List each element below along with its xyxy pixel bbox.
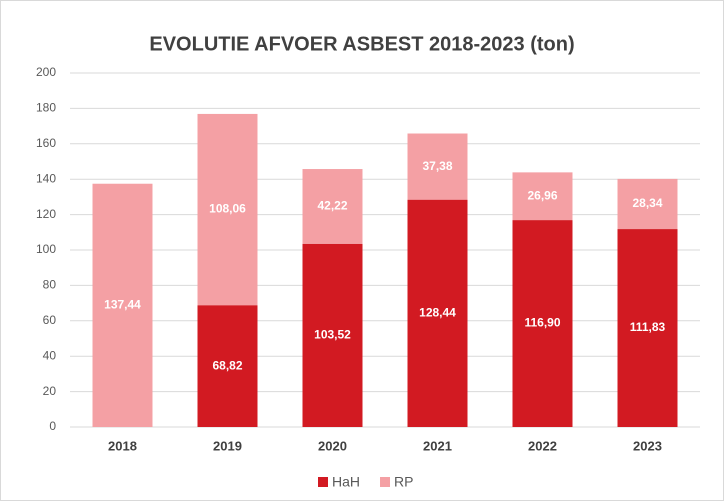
- data-label: 42,22: [317, 199, 347, 213]
- x-tick-label: 2023: [633, 438, 662, 453]
- legend-label: RP: [394, 474, 413, 490]
- data-label: 68,82: [212, 358, 242, 372]
- data-label: 128,44: [419, 306, 456, 320]
- data-label: 111,83: [630, 320, 666, 334]
- data-label: 137,44: [104, 298, 141, 312]
- x-tick-label: 2022: [528, 438, 557, 453]
- y-tick-label: 20: [43, 384, 57, 398]
- bar-segment: [512, 220, 573, 427]
- legend-label: HaH: [332, 474, 360, 490]
- data-label: 28,34: [632, 196, 662, 210]
- legend-swatch: [380, 477, 391, 487]
- data-label: 26,96: [527, 188, 557, 202]
- y-tick-label: 120: [36, 207, 56, 221]
- y-tick-label: 80: [43, 278, 57, 292]
- bar-segment: [302, 169, 363, 244]
- data-label: 108,06: [209, 202, 246, 216]
- bar-segment: [407, 199, 468, 427]
- data-label: 37,38: [422, 159, 452, 173]
- bar-segment: [407, 133, 468, 200]
- bar-segment: [197, 113, 258, 306]
- y-tick-label: 200: [36, 65, 56, 79]
- chart-title: EVOLUTIE AFVOER ASBEST 2018-2023 (ton): [149, 33, 574, 55]
- bar-segment: [302, 243, 363, 427]
- y-tick-label: 140: [36, 171, 56, 185]
- y-tick-label: 180: [36, 101, 56, 115]
- bar-segment: [512, 172, 573, 221]
- y-tick-label: 160: [36, 136, 56, 150]
- bar-segment: [92, 183, 153, 427]
- y-tick-label: 60: [43, 313, 57, 327]
- y-tick-label: 40: [43, 348, 57, 362]
- bar-segment: [617, 229, 678, 427]
- bar-segment: [617, 178, 678, 230]
- data-label: 103,52: [314, 328, 351, 342]
- y-tick-label: 0: [49, 419, 56, 433]
- bar-segment: [197, 305, 258, 427]
- data-label: 116,90: [524, 316, 560, 330]
- x-tick-label: 2020: [318, 438, 347, 453]
- x-tick-label: 2019: [213, 438, 242, 453]
- legend-swatch: [318, 477, 328, 487]
- y-tick-label: 100: [36, 242, 56, 256]
- x-tick-label: 2018: [108, 438, 137, 453]
- x-tick-label: 2021: [423, 438, 452, 453]
